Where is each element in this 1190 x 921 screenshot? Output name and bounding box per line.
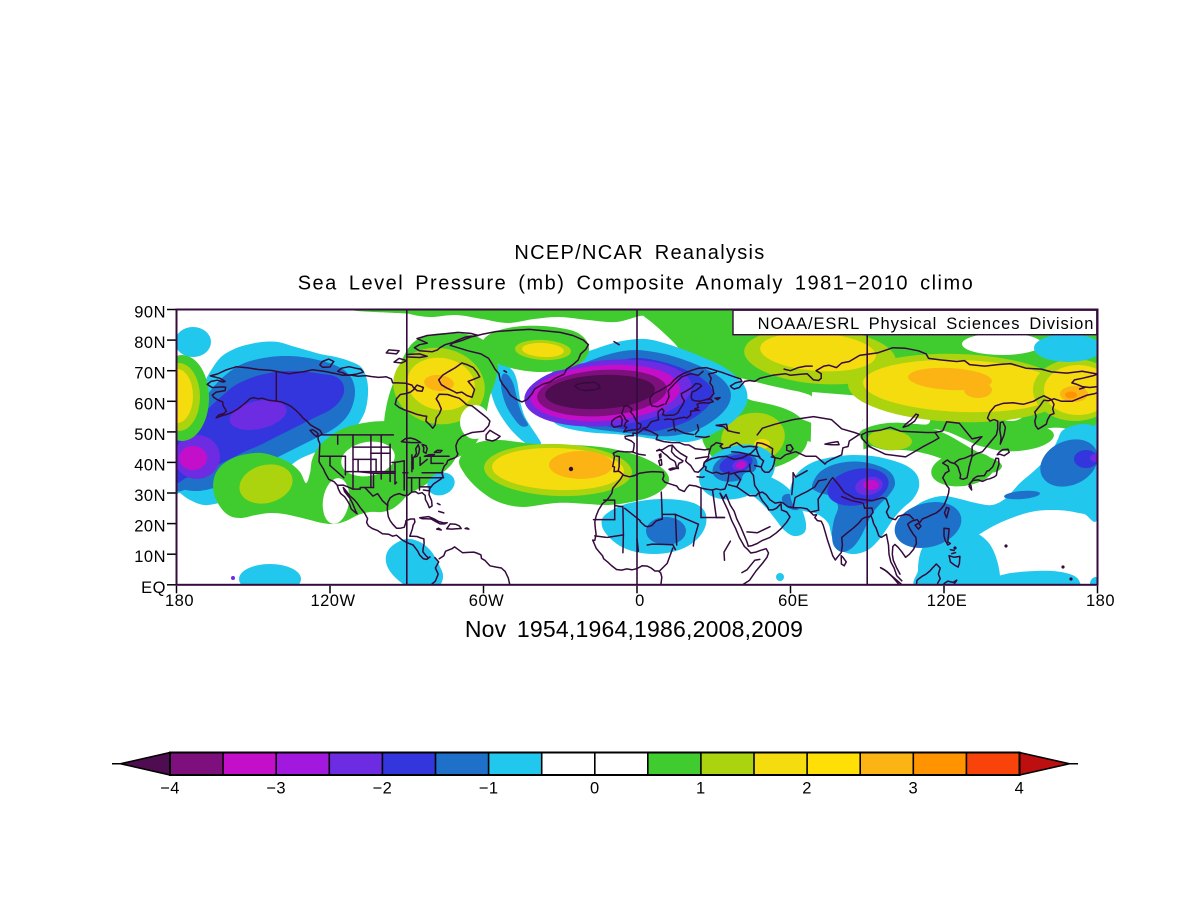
svg-text:NCEP/NCAR Reanalysis: NCEP/NCAR Reanalysis bbox=[514, 242, 765, 264]
svg-text:30N: 30N bbox=[134, 487, 166, 505]
svg-text:60E: 60E bbox=[778, 592, 809, 610]
svg-text:180: 180 bbox=[1086, 592, 1115, 610]
svg-text:60N: 60N bbox=[134, 395, 166, 413]
svg-text:180: 180 bbox=[165, 592, 194, 610]
svg-text:2: 2 bbox=[802, 780, 812, 798]
svg-text:NOAA/ESRL Physical Sciences Di: NOAA/ESRL Physical Sciences Division bbox=[758, 315, 1095, 333]
svg-text:80N: 80N bbox=[134, 334, 166, 352]
svg-text:120E: 120E bbox=[927, 592, 968, 610]
svg-text:10N: 10N bbox=[134, 548, 166, 566]
svg-text:120W: 120W bbox=[310, 592, 355, 610]
svg-text:Nov 1954,1964,1986,2008,2009: Nov 1954,1964,1986,2008,2009 bbox=[465, 616, 803, 642]
svg-text:40N: 40N bbox=[134, 456, 166, 474]
svg-text:0: 0 bbox=[590, 780, 600, 798]
svg-text:4: 4 bbox=[1015, 780, 1025, 798]
svg-text:−4: −4 bbox=[160, 780, 180, 798]
svg-text:0: 0 bbox=[635, 592, 645, 610]
svg-text:50N: 50N bbox=[134, 426, 166, 444]
svg-text:1: 1 bbox=[696, 780, 706, 798]
svg-text:70N: 70N bbox=[134, 365, 166, 383]
svg-text:90N: 90N bbox=[134, 304, 166, 322]
svg-text:3: 3 bbox=[908, 780, 918, 798]
svg-text:−2: −2 bbox=[372, 780, 392, 798]
svg-text:EQ: EQ bbox=[141, 579, 166, 597]
svg-text:−3: −3 bbox=[266, 780, 286, 798]
svg-text:60W: 60W bbox=[469, 592, 504, 610]
svg-text:20N: 20N bbox=[134, 518, 166, 536]
svg-text:Sea Level Pressure (mb) Compos: Sea Level Pressure (mb) Composite Anomal… bbox=[298, 273, 975, 295]
svg-text:−1: −1 bbox=[479, 780, 499, 798]
